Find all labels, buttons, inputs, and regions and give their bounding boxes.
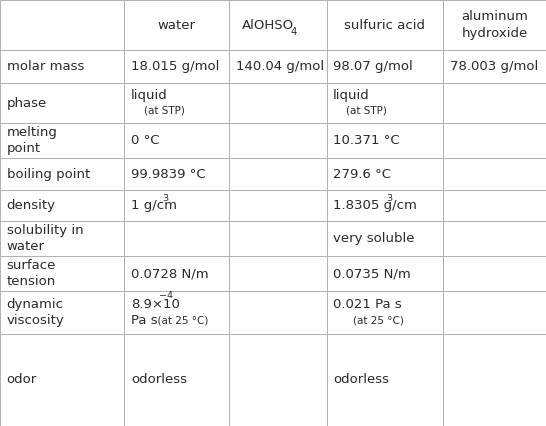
Text: water: water: [158, 19, 196, 32]
Text: (at 25 °C): (at 25 °C): [353, 316, 403, 326]
Text: 10.371 °C: 10.371 °C: [333, 134, 400, 147]
Bar: [0, 256, 124, 291]
Bar: [0, 0, 124, 50]
Text: density: density: [7, 199, 56, 212]
Text: 8.9×10: 8.9×10: [131, 297, 180, 311]
Bar: [0, 123, 124, 158]
Text: odorless: odorless: [333, 373, 389, 386]
Bar: [443, 83, 546, 123]
Bar: [229, 291, 327, 334]
Text: very soluble: very soluble: [333, 232, 414, 245]
Text: boiling point: boiling point: [7, 167, 90, 181]
Bar: [0, 221, 124, 256]
Bar: [443, 50, 546, 83]
Bar: [229, 123, 327, 158]
Text: AlOHSO: AlOHSO: [242, 19, 294, 32]
Bar: [443, 291, 546, 334]
Bar: [327, 50, 443, 83]
Text: dynamic
viscosity: dynamic viscosity: [7, 298, 64, 327]
Bar: [229, 190, 327, 221]
Text: 0.021 Pa s: 0.021 Pa s: [333, 297, 402, 311]
Text: 3: 3: [387, 194, 393, 203]
Bar: [124, 256, 229, 291]
Bar: [327, 334, 443, 426]
Bar: [443, 256, 546, 291]
Text: odor: odor: [7, 373, 37, 386]
Bar: [0, 291, 124, 334]
Bar: [443, 221, 546, 256]
Text: sulfuric acid: sulfuric acid: [345, 19, 425, 32]
Text: melting
point: melting point: [7, 126, 57, 155]
Bar: [124, 123, 229, 158]
Bar: [124, 334, 229, 426]
Text: 0 °C: 0 °C: [131, 134, 159, 147]
Text: phase: phase: [7, 97, 47, 109]
Bar: [124, 190, 229, 221]
Text: odorless: odorless: [131, 373, 187, 386]
Text: 99.9839 °C: 99.9839 °C: [131, 167, 206, 181]
Text: −4: −4: [159, 291, 174, 300]
Bar: [229, 158, 327, 190]
Bar: [124, 83, 229, 123]
Bar: [229, 256, 327, 291]
Bar: [443, 334, 546, 426]
Bar: [0, 190, 124, 221]
Bar: [229, 0, 327, 50]
Text: (at STP): (at STP): [346, 105, 387, 115]
Bar: [229, 221, 327, 256]
Bar: [124, 0, 229, 50]
Bar: [327, 0, 443, 50]
Text: 279.6 °C: 279.6 °C: [333, 167, 391, 181]
Bar: [0, 158, 124, 190]
Bar: [327, 158, 443, 190]
Text: 0.0735 N/m: 0.0735 N/m: [333, 267, 411, 280]
Text: 4: 4: [290, 26, 296, 37]
Bar: [229, 50, 327, 83]
Bar: [229, 83, 327, 123]
Text: 98.07 g/mol: 98.07 g/mol: [333, 60, 413, 73]
Bar: [0, 334, 124, 426]
Text: liquid: liquid: [131, 89, 168, 102]
Bar: [443, 123, 546, 158]
Bar: [0, 50, 124, 83]
Text: liquid: liquid: [333, 89, 370, 102]
Bar: [124, 291, 229, 334]
Text: (at STP): (at STP): [144, 105, 185, 115]
Text: aluminum
hydroxide: aluminum hydroxide: [461, 10, 528, 40]
Bar: [124, 50, 229, 83]
Text: 78.003 g/mol: 78.003 g/mol: [450, 60, 538, 73]
Text: 18.015 g/mol: 18.015 g/mol: [131, 60, 219, 73]
Bar: [0, 83, 124, 123]
Bar: [443, 0, 546, 50]
Bar: [327, 221, 443, 256]
Bar: [443, 158, 546, 190]
Bar: [124, 158, 229, 190]
Bar: [327, 291, 443, 334]
Bar: [327, 256, 443, 291]
Text: 1.8305 g/cm: 1.8305 g/cm: [333, 199, 417, 212]
Text: 3: 3: [163, 194, 169, 203]
Text: Pa s: Pa s: [131, 314, 158, 328]
Text: surface
tension: surface tension: [7, 259, 56, 288]
Bar: [327, 83, 443, 123]
Bar: [327, 123, 443, 158]
Bar: [229, 334, 327, 426]
Text: 0.0728 N/m: 0.0728 N/m: [131, 267, 209, 280]
Text: 1 g/cm: 1 g/cm: [131, 199, 177, 212]
Bar: [443, 190, 546, 221]
Bar: [124, 221, 229, 256]
Text: 140.04 g/mol: 140.04 g/mol: [236, 60, 324, 73]
Text: solubility in
water: solubility in water: [7, 224, 83, 253]
Text: molar mass: molar mass: [7, 60, 84, 73]
Bar: [124, 0, 229, 50]
Bar: [327, 190, 443, 221]
Text: (at 25 °C): (at 25 °C): [151, 316, 209, 326]
